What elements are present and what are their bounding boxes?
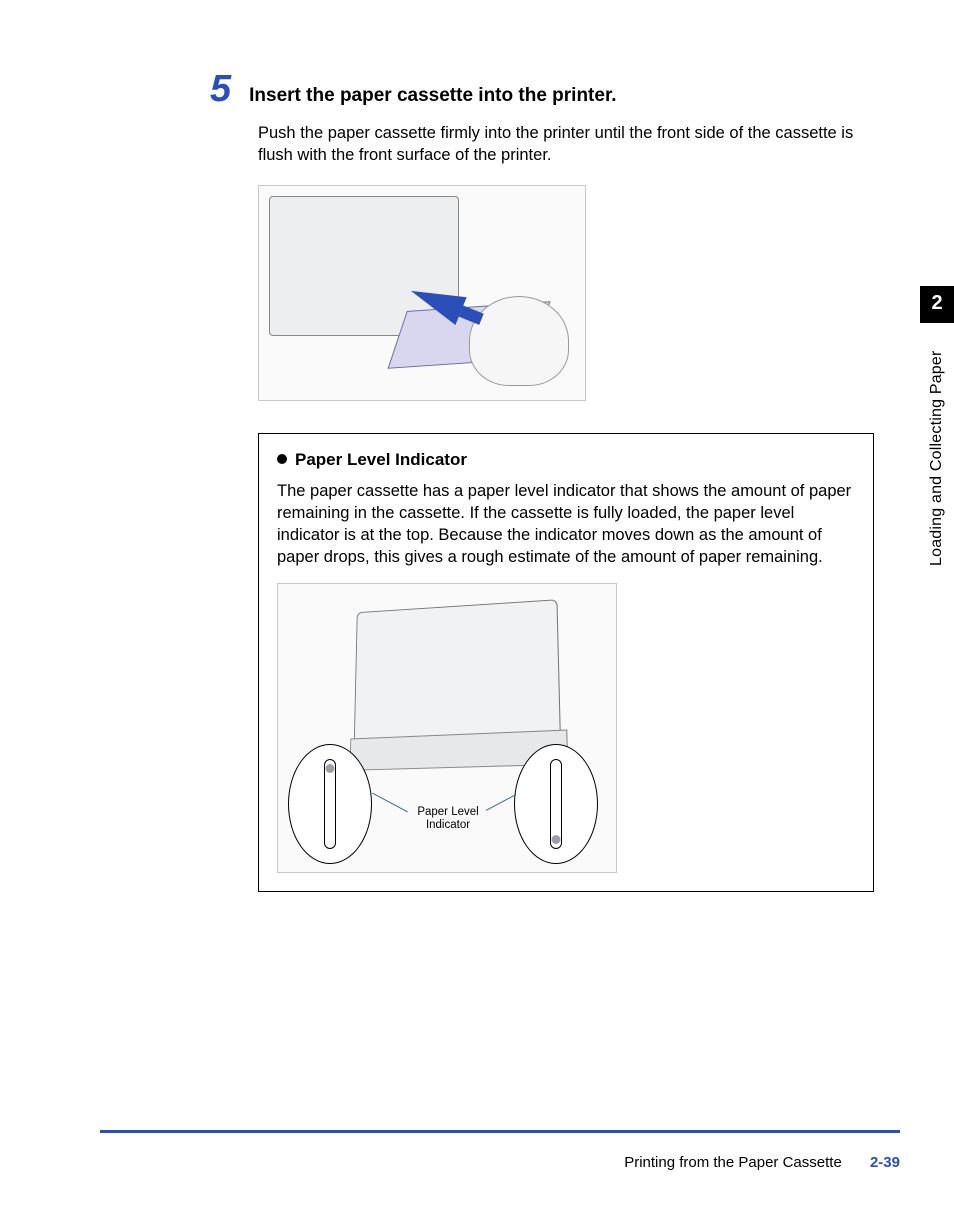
hand-shape bbox=[469, 296, 569, 386]
indicator-slot-right bbox=[550, 759, 562, 849]
page-footer: Printing from the Paper Cassette 2-39 bbox=[624, 1154, 900, 1171]
indicator-dot-left bbox=[326, 764, 335, 773]
chapter-side-tab: 2 Loading and Collecting Paper bbox=[920, 286, 954, 583]
indicator-slot-left bbox=[324, 759, 336, 849]
info-box-heading: Paper Level Indicator bbox=[277, 450, 855, 470]
step-body-text: Push the paper cassette firmly into the … bbox=[258, 122, 878, 167]
illustration-paper-level-indicator: Paper Level Indicator bbox=[277, 583, 617, 873]
chapter-number-badge: 2 bbox=[920, 286, 954, 323]
manual-page: 5 Insert the paper cassette into the pri… bbox=[0, 0, 954, 1227]
footer-section-title: Printing from the Paper Cassette bbox=[624, 1154, 842, 1171]
indicator-dot-right bbox=[552, 835, 561, 844]
callout-circle-left bbox=[288, 744, 372, 864]
footer-rule bbox=[100, 1130, 900, 1134]
info-box-body: The paper cassette has a paper level ind… bbox=[277, 480, 855, 569]
illustration-insert-cassette bbox=[258, 185, 586, 401]
chapter-title-vertical: Loading and Collecting Paper bbox=[928, 333, 946, 583]
step-number: 5 bbox=[210, 70, 231, 108]
bullet-icon bbox=[277, 454, 287, 464]
info-box-paper-level: Paper Level Indicator The paper cassette… bbox=[258, 433, 874, 892]
info-heading-text: Paper Level Indicator bbox=[295, 450, 467, 469]
step-title: Insert the paper cassette into the print… bbox=[249, 85, 616, 107]
callout-label: Paper Level Indicator bbox=[398, 806, 498, 832]
callout-circle-right bbox=[514, 744, 598, 864]
footer-page-number: 2-39 bbox=[870, 1154, 900, 1171]
step-header: 5 Insert the paper cassette into the pri… bbox=[210, 70, 904, 108]
